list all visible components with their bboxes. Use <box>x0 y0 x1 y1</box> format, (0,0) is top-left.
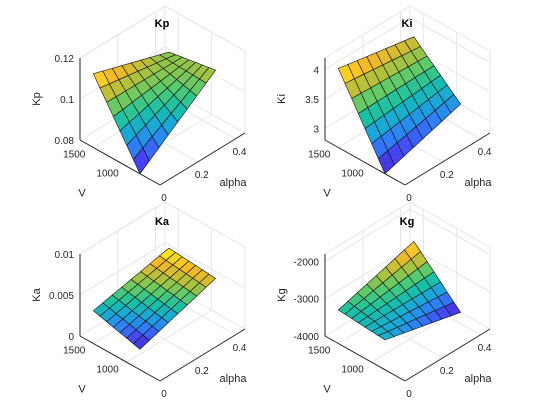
z-axis-label: Kp <box>31 92 43 105</box>
grid-line <box>409 209 491 255</box>
box-edge <box>409 201 491 248</box>
x-axis-label: alpha <box>465 177 493 189</box>
z-tick-label: 3 <box>313 124 319 135</box>
subplot-ki: 0 0.2 0.4 1000 1500 3 3.5 4 alpha V Ki Ki <box>276 5 493 204</box>
subplot-title: Kp <box>155 18 170 30</box>
subplot-kp: 0 0.2 0.4 1000 1500 0.08 0.1 0.12 alpha V Kp Kp <box>31 5 248 204</box>
z-tick-label: 4 <box>313 66 319 77</box>
z-axis-label: Kg <box>276 288 288 301</box>
axis-line <box>159 132 246 186</box>
z-tick-label: 0.12 <box>55 54 75 65</box>
z-axis-label: Ka <box>31 287 43 301</box>
x-tick-label: 0.2 <box>440 170 454 181</box>
x-tick-label: 0.4 <box>478 147 492 158</box>
y-axis-label: V <box>78 188 86 200</box>
x-axis-label: alpha <box>220 177 248 189</box>
z-tick-label: 0.01 <box>55 250 75 261</box>
subplot-title: Ka <box>155 216 170 228</box>
y-axis-label: V <box>323 188 331 200</box>
z-tick-label: -4000 <box>293 332 319 343</box>
z-axis-label: Ki <box>276 94 288 104</box>
subplot-ka: 0 0.2 0.4 1000 1500 0 0.005 0.01 alpha V Ka Ka <box>31 201 248 400</box>
box-edge <box>164 5 246 52</box>
box-edge <box>164 201 246 248</box>
axes-lines <box>79 58 246 186</box>
x-tick-label: 0 <box>406 193 412 204</box>
grid-line <box>324 246 411 300</box>
grid-line <box>79 242 166 296</box>
surface-facet <box>132 147 150 175</box>
surface <box>337 36 461 175</box>
grid-line <box>324 17 411 71</box>
box-edge <box>409 5 491 52</box>
z-tick-label: -3000 <box>293 295 319 306</box>
x-tick-label: 0.4 <box>478 343 492 354</box>
surface-facet <box>132 334 150 350</box>
z-tick-label: -2000 <box>293 257 319 268</box>
surface-facet <box>377 331 396 341</box>
subplot-title: Ki <box>402 18 413 30</box>
subplot-title: Kg <box>400 216 415 228</box>
y-tick-label: 1500 <box>308 346 331 357</box>
z-tick-label: 0.1 <box>60 95 74 106</box>
y-tick-label: 1000 <box>341 364 364 375</box>
grid-line <box>126 309 212 363</box>
x-tick-label: 0.2 <box>195 366 209 377</box>
surface-facet <box>377 150 395 175</box>
axis-line <box>324 335 406 382</box>
z-tick-label: 3.5 <box>305 95 319 106</box>
y-tick-label: 1000 <box>341 168 364 179</box>
axis-line <box>79 139 161 186</box>
grid-line <box>324 209 411 262</box>
axis-line <box>159 328 246 382</box>
z-tick-label: 0 <box>68 332 74 343</box>
box-edge <box>79 5 166 59</box>
y-tick-label: 1000 <box>96 364 119 375</box>
axis-line <box>404 132 491 186</box>
x-tick-label: 0.2 <box>440 366 454 377</box>
y-tick-label: 1000 <box>96 168 119 179</box>
y-axis-label: V <box>323 384 331 396</box>
x-axis-label: alpha <box>220 373 248 385</box>
y-tick-label: 1500 <box>308 150 331 161</box>
y-axis-label: V <box>78 384 86 396</box>
axis-line <box>324 139 406 186</box>
axes-lines <box>324 254 491 382</box>
x-tick-label: 0 <box>161 193 167 204</box>
x-axis-label: alpha <box>465 373 493 385</box>
x-tick-label: 0.4 <box>233 343 247 354</box>
axes-lines <box>79 254 246 382</box>
axis-line <box>79 335 161 382</box>
box-edge <box>79 201 166 255</box>
box-edge <box>324 201 411 255</box>
x-tick-label: 0 <box>161 389 167 400</box>
surface <box>337 240 462 341</box>
x-tick-label: 0.4 <box>233 147 247 158</box>
axes-lines <box>324 58 491 186</box>
y-tick-label: 1500 <box>63 346 86 357</box>
box-edge <box>324 5 411 59</box>
z-tick-label: 0.005 <box>49 291 74 302</box>
subplot-kg: 0 0.2 0.4 1000 1500 -4000 -3000 -2000 alpha V Kg Kg <box>276 201 493 400</box>
z-tick-label: 0.08 <box>55 136 75 147</box>
x-tick-label: 0 <box>406 389 412 400</box>
surface <box>92 51 217 175</box>
y-tick-label: 1500 <box>63 150 86 161</box>
axis-line <box>404 328 491 382</box>
surface <box>92 247 217 350</box>
x-tick-label: 0.2 <box>195 170 209 181</box>
